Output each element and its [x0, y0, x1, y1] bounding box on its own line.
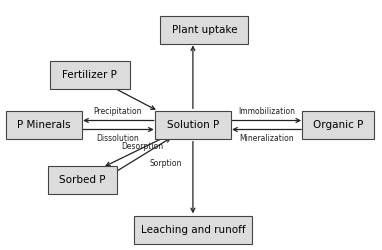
Text: Fertilizer P: Fertilizer P [62, 70, 117, 80]
Text: Dissolution: Dissolution [96, 134, 139, 143]
FancyBboxPatch shape [50, 61, 130, 89]
FancyBboxPatch shape [48, 166, 117, 194]
Text: Sorption: Sorption [150, 159, 182, 168]
FancyBboxPatch shape [6, 111, 82, 139]
Text: Desorption: Desorption [121, 142, 163, 151]
Text: Organic P: Organic P [313, 120, 363, 130]
Text: Leaching and runoff: Leaching and runoff [141, 225, 245, 235]
Text: Solution P: Solution P [167, 120, 219, 130]
Text: Precipitation: Precipitation [94, 108, 142, 116]
Text: Plant uptake: Plant uptake [172, 25, 237, 35]
FancyBboxPatch shape [160, 16, 248, 44]
FancyBboxPatch shape [134, 216, 252, 244]
Text: Sorbed P: Sorbed P [59, 175, 105, 185]
FancyBboxPatch shape [155, 111, 231, 139]
Text: Mineralization: Mineralization [240, 134, 294, 143]
FancyBboxPatch shape [302, 111, 374, 139]
Text: Immobilization: Immobilization [238, 108, 295, 116]
Text: P Minerals: P Minerals [17, 120, 71, 130]
